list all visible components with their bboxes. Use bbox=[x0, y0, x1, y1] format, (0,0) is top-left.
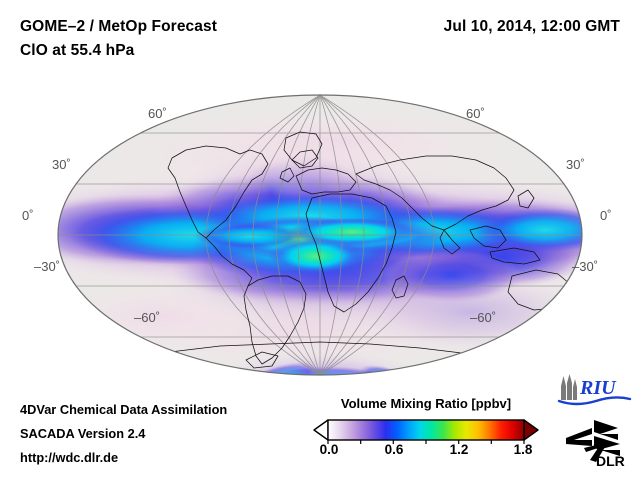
coast-greenland bbox=[283, 131, 323, 167]
colorbar-extend-left-arrow bbox=[313, 419, 329, 441]
colorbar-ticks bbox=[327, 440, 525, 444]
meridian-m120 bbox=[228, 95, 321, 375]
colorbar-title: Volume Mixing Ratio [ppbv] bbox=[340, 396, 512, 411]
coast-asia bbox=[355, 155, 515, 231]
colorbar-tick-label-3: 1.8 bbox=[513, 442, 533, 457]
meridian-m30 bbox=[297, 95, 321, 375]
lat-label-left-30n: 30˚ bbox=[52, 157, 71, 172]
forecast-timestamp: Jul 10, 2014, 12:00 GMT bbox=[443, 18, 620, 35]
coast-british-isles bbox=[279, 167, 295, 183]
riu-spires-icon bbox=[561, 374, 577, 400]
globe-outline bbox=[57, 94, 583, 376]
lat-label-left-60n: 60˚ bbox=[148, 106, 167, 121]
footer-version-label: SACADA Version 2.4 bbox=[20, 426, 146, 441]
world-map-panel: 60˚ 30˚ 0˚ –30˚ –60˚ 60˚ 30˚ 0˚ –30˚ –60… bbox=[0, 80, 640, 385]
colorbar-gradient-bar bbox=[327, 419, 525, 441]
colorbar-tick-label-2: 1.2 bbox=[449, 442, 469, 457]
riu-logo: RIU bbox=[557, 374, 632, 406]
coast-indochina bbox=[469, 225, 507, 249]
coast-new-zealand bbox=[577, 301, 582, 319]
riu-wordmark: RIU bbox=[579, 377, 617, 399]
meridian-m90 bbox=[252, 95, 321, 375]
colorbar-tick-label-0: 0.0 bbox=[319, 442, 339, 457]
meridian-p60 bbox=[319, 95, 365, 375]
dlr-logo: DLR bbox=[566, 420, 625, 468]
coast-indonesia bbox=[489, 247, 541, 265]
meridian-p150 bbox=[319, 95, 435, 375]
lat-label-right-60n: 60˚ bbox=[466, 106, 485, 121]
meridian-p120 bbox=[319, 95, 412, 375]
coast-india bbox=[439, 229, 461, 255]
meridian-p90 bbox=[319, 95, 388, 375]
coast-central-america bbox=[205, 237, 253, 287]
dlr-emblem-icon bbox=[566, 420, 620, 462]
coast-europe bbox=[295, 167, 357, 195]
mollweide-map bbox=[57, 94, 583, 376]
coast-antarctic-peninsula bbox=[245, 351, 279, 369]
lat-label-right-60s: –60˚ bbox=[470, 310, 497, 325]
coast-north-america bbox=[167, 145, 269, 239]
dlr-wordmark: DLR bbox=[596, 453, 625, 468]
colorbar-extend-right-arrow bbox=[523, 419, 539, 441]
colorbar-tick-label-1: 0.6 bbox=[384, 442, 404, 457]
coast-madagascar bbox=[391, 275, 409, 299]
lat-label-left-60s: –60˚ bbox=[134, 310, 161, 325]
meridian-m60 bbox=[275, 95, 321, 375]
page-title-primary: GOME–2 / MetOp Forecast bbox=[20, 18, 217, 35]
meridian-m150 bbox=[205, 95, 321, 375]
lat-label-left-0: 0˚ bbox=[22, 208, 34, 223]
lat-label-right-0: 0˚ bbox=[600, 208, 612, 223]
lat-label-right-30s: –30˚ bbox=[572, 259, 599, 274]
page-title-secondary: ClO at 55.4 hPa bbox=[20, 42, 135, 59]
riu-wave-icon bbox=[557, 396, 632, 406]
footer-url-link[interactable]: http://wdc.dlr.de bbox=[20, 450, 119, 465]
coast-south-america bbox=[243, 275, 307, 365]
lat-label-left-30s: –30˚ bbox=[34, 259, 61, 274]
graticule bbox=[58, 95, 582, 375]
lat-label-right-30n: 30˚ bbox=[566, 157, 585, 172]
colorbar: Volume Mixing Ratio [ppbv] bbox=[312, 396, 540, 472]
coast-japan bbox=[517, 189, 535, 209]
colorbar-tick-labels: 0.0 0.6 1.2 1.8 bbox=[312, 442, 540, 462]
coast-africa bbox=[305, 193, 397, 313]
footer-method-label: 4DVar Chemical Data Assimilation bbox=[20, 402, 228, 417]
meridian-p30 bbox=[319, 95, 343, 375]
colorbar-scale bbox=[313, 419, 539, 444]
coast-scandinavia bbox=[291, 149, 319, 169]
